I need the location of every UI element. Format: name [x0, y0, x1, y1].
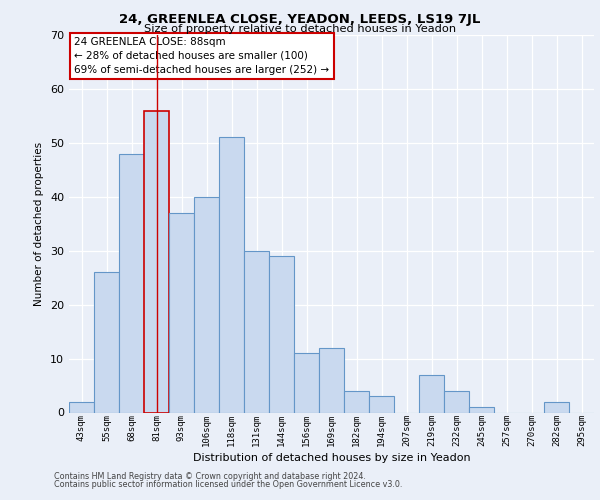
- Bar: [119, 154, 144, 412]
- Y-axis label: Number of detached properties: Number of detached properties: [34, 142, 44, 306]
- Text: Contains HM Land Registry data © Crown copyright and database right 2024.: Contains HM Land Registry data © Crown c…: [54, 472, 366, 481]
- Bar: [194, 197, 219, 412]
- Bar: [294, 353, 319, 412]
- Text: 24 GREENLEA CLOSE: 88sqm
← 28% of detached houses are smaller (100)
69% of semi-: 24 GREENLEA CLOSE: 88sqm ← 28% of detach…: [74, 37, 329, 75]
- X-axis label: Distribution of detached houses by size in Yeadon: Distribution of detached houses by size …: [193, 453, 470, 463]
- Text: Size of property relative to detached houses in Yeadon: Size of property relative to detached ho…: [144, 24, 456, 34]
- Bar: [344, 391, 369, 412]
- Bar: [144, 110, 169, 412]
- Text: Contains public sector information licensed under the Open Government Licence v3: Contains public sector information licen…: [54, 480, 403, 489]
- Bar: [544, 402, 569, 412]
- Bar: [469, 407, 494, 412]
- Bar: [244, 250, 269, 412]
- Bar: [269, 256, 294, 412]
- Bar: [444, 391, 469, 412]
- Bar: [419, 375, 444, 412]
- Bar: [94, 272, 119, 412]
- Bar: [169, 213, 194, 412]
- Bar: [69, 402, 94, 412]
- Bar: [319, 348, 344, 412]
- Bar: [369, 396, 394, 412]
- Bar: [219, 138, 244, 412]
- Text: 24, GREENLEA CLOSE, YEADON, LEEDS, LS19 7JL: 24, GREENLEA CLOSE, YEADON, LEEDS, LS19 …: [119, 12, 481, 26]
